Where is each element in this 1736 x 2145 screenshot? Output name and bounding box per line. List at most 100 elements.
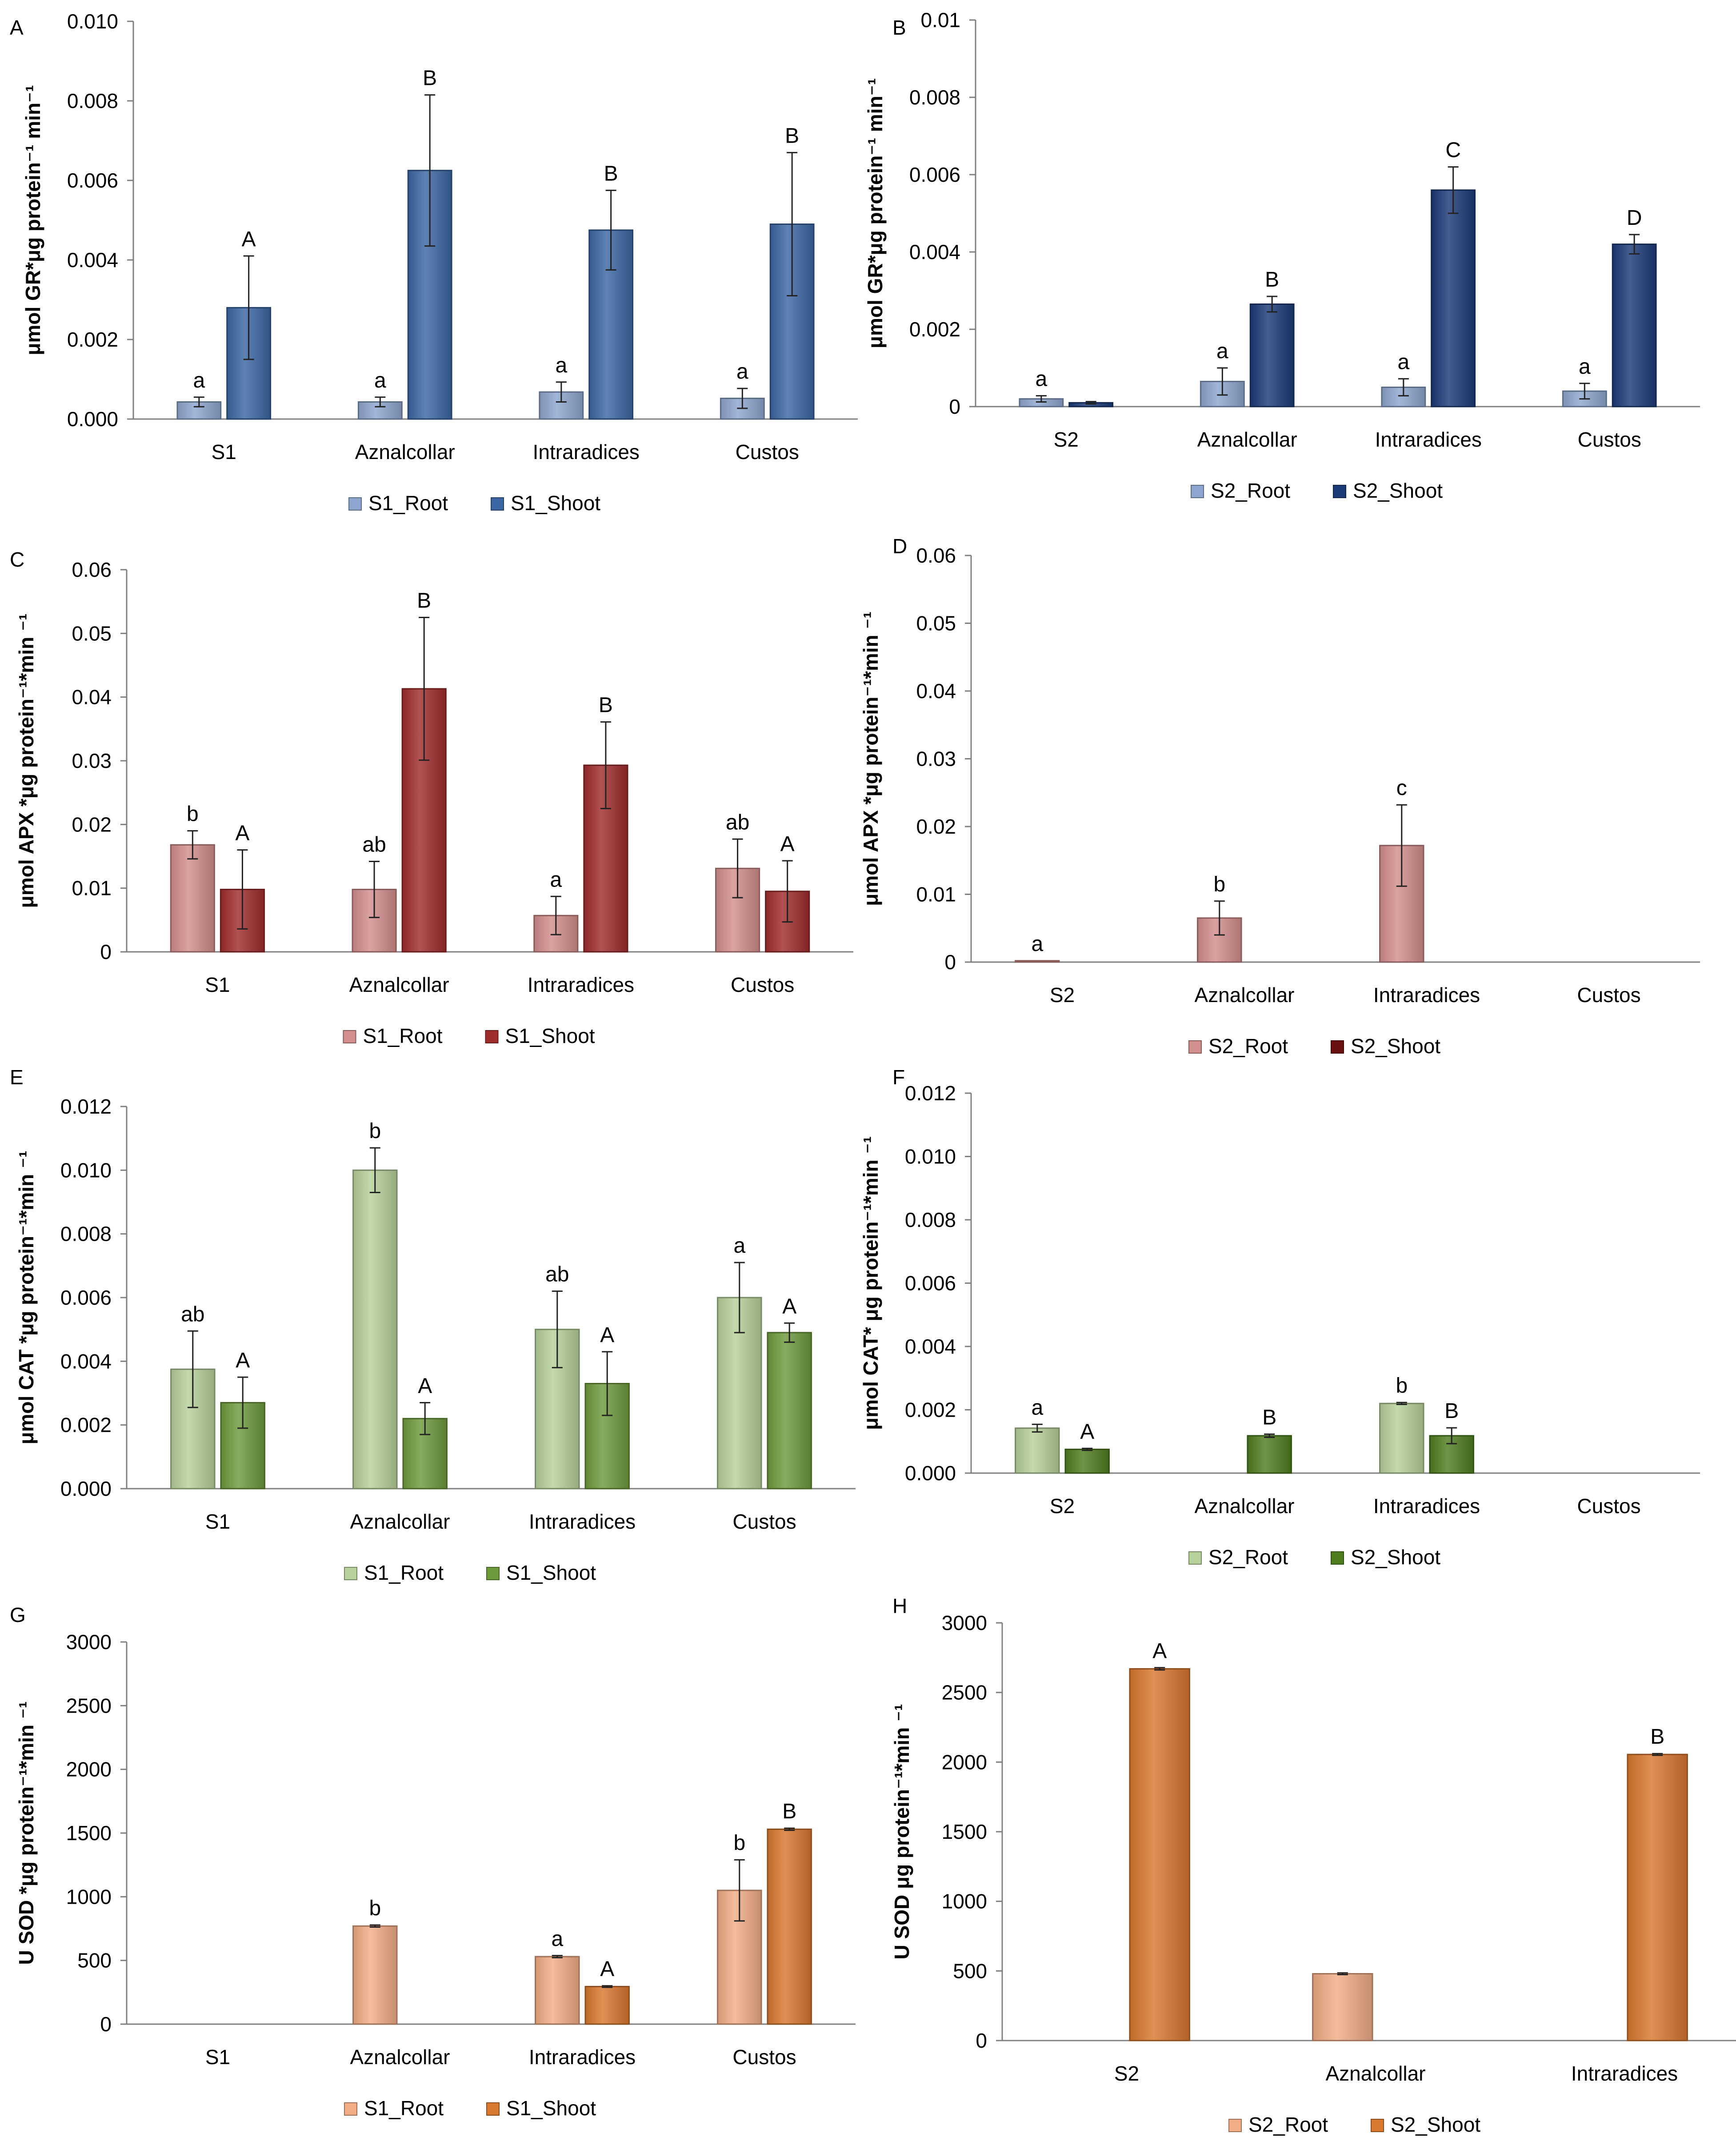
legend-swatch bbox=[491, 497, 504, 511]
legend-swatch bbox=[486, 2102, 500, 2116]
x-tick-label: S1 bbox=[205, 2045, 230, 2069]
bar-S2_Shoot-S2 bbox=[1129, 1668, 1190, 2041]
bar-S2_Shoot-Aznalcollar bbox=[1249, 303, 1295, 407]
legend-label: S2_Shoot bbox=[1391, 2113, 1480, 2136]
x-tick-label: Aznalcollar bbox=[355, 440, 455, 463]
legend-swatch bbox=[344, 2102, 357, 2116]
significance-letter: D bbox=[1627, 206, 1642, 230]
bar-S2_Shoot-S2 bbox=[1064, 1449, 1110, 1474]
significance-letter: a bbox=[555, 354, 567, 377]
y-tick-label: 0.006 bbox=[60, 1286, 112, 1309]
bar-S1_Root-S1 bbox=[170, 844, 215, 953]
legend-swatch bbox=[1228, 2119, 1242, 2132]
x-tick-label: S2 bbox=[1050, 1494, 1075, 1518]
x-tick-label: Intraradices bbox=[1375, 428, 1482, 451]
panel-letter: E bbox=[10, 1066, 24, 1089]
x-tick-label: Intraradices bbox=[1571, 2062, 1678, 2085]
y-tick-label: 0.004 bbox=[905, 1335, 956, 1358]
legend-swatch bbox=[344, 1567, 357, 1580]
panel-letter: A bbox=[10, 16, 24, 39]
significance-letter: C bbox=[1445, 139, 1461, 162]
legend-label: S2_Root bbox=[1211, 479, 1290, 502]
significance-letter: ab bbox=[726, 811, 749, 834]
chart-panel-D: D 0 0.01 0.02 0.03 0.04 0.05 0.06 μmol APX *μg p… bbox=[859, 535, 1700, 1058]
y-axis-label: μmol GR*μg protein⁻¹ min⁻¹ bbox=[21, 85, 44, 355]
y-tick-label: 3000 bbox=[66, 1630, 112, 1654]
y-tick-label: 0.008 bbox=[60, 1222, 112, 1246]
y-tick-label: 0.06 bbox=[72, 558, 112, 581]
y-axis-label: U SOD μg protein⁻¹*min ⁻¹ bbox=[890, 1704, 913, 1959]
significance-letter: a bbox=[1031, 932, 1043, 956]
y-tick-label: 0.008 bbox=[909, 86, 960, 109]
y-tick-label: 0.002 bbox=[67, 328, 118, 351]
significance-letter: a bbox=[550, 868, 562, 891]
x-tick-label: Aznalcollar bbox=[1195, 1494, 1295, 1518]
x-tick-label: Custos bbox=[736, 440, 799, 463]
legend-label: S1_Root bbox=[364, 2097, 444, 2120]
legend-label: S2_Shoot bbox=[1351, 1546, 1440, 1569]
y-tick-label: 0.006 bbox=[67, 169, 118, 192]
significance-letter: B bbox=[1444, 1399, 1459, 1423]
y-tick-label: 0.004 bbox=[60, 1350, 112, 1373]
x-tick-label: Aznalcollar bbox=[350, 1510, 450, 1533]
legend-label: S2_Root bbox=[1208, 1546, 1288, 1569]
significance-letter: b bbox=[1213, 873, 1225, 896]
significance-letter: a bbox=[1035, 367, 1047, 391]
y-tick-label: 0.002 bbox=[60, 1414, 112, 1437]
y-tick-label: 0.02 bbox=[72, 813, 112, 836]
panel-letter: C bbox=[10, 548, 24, 571]
y-tick-label: 0.004 bbox=[67, 248, 118, 272]
y-tick-label: 0 bbox=[949, 395, 960, 418]
significance-letter: B bbox=[1265, 268, 1279, 292]
significance-letter: B bbox=[599, 694, 613, 717]
panel-letter: D bbox=[892, 535, 907, 558]
legend-label: S1_Root bbox=[363, 1024, 443, 1047]
x-tick-label: Intraradices bbox=[1373, 1494, 1480, 1518]
x-tick-label: Intraradices bbox=[529, 2045, 636, 2069]
y-tick-label: 0.012 bbox=[60, 1095, 112, 1118]
bar-S1_Root-Intraradices bbox=[539, 391, 584, 420]
significance-letter: A bbox=[600, 1957, 614, 1981]
y-tick-label: 0 bbox=[976, 2029, 987, 2052]
legend-swatch bbox=[486, 1567, 500, 1580]
legend-label: S1_Root bbox=[364, 1561, 444, 1584]
x-tick-label: S1 bbox=[205, 1510, 230, 1533]
significance-letter: A bbox=[242, 228, 256, 251]
panel-letter: G bbox=[10, 1603, 26, 1626]
y-tick-label: 500 bbox=[953, 1959, 987, 1982]
significance-letter: b bbox=[369, 1119, 381, 1143]
x-tick-label: S1 bbox=[205, 973, 230, 996]
bar-S1_Root-Aznalcollar bbox=[357, 401, 403, 420]
y-tick-label: 3000 bbox=[942, 1611, 987, 1634]
significance-letter: B bbox=[1650, 1725, 1664, 1749]
x-tick-label: Aznalcollar bbox=[349, 973, 449, 996]
legend-label: S1_Shoot bbox=[506, 1561, 596, 1584]
y-tick-label: 0.006 bbox=[909, 163, 960, 186]
y-tick-label: 0.02 bbox=[916, 815, 956, 838]
bar-S1_Root-Aznalcollar bbox=[352, 1169, 398, 1490]
significance-letter: ab bbox=[545, 1263, 569, 1286]
bar-S1_Shoot-Custos bbox=[767, 1828, 812, 2025]
x-tick-label: Custos bbox=[732, 1510, 796, 1533]
significance-letter: A bbox=[236, 1349, 250, 1372]
significance-letter: a bbox=[1579, 355, 1591, 379]
y-tick-label: 2500 bbox=[942, 1681, 987, 1704]
significance-letter: b bbox=[187, 803, 199, 826]
x-tick-label: Intraradices bbox=[533, 440, 640, 463]
x-tick-label: Aznalcollar bbox=[1326, 2062, 1426, 2085]
chart-panel-A: A 0.000 0.002 0.004 0.006 0.008 0.010 μmol GR*μ… bbox=[10, 10, 858, 515]
y-tick-label: 1500 bbox=[942, 1820, 987, 1843]
x-tick-label: S1 bbox=[212, 440, 236, 463]
x-tick-label: Intraradices bbox=[528, 973, 634, 996]
y-tick-label: 0.000 bbox=[67, 407, 118, 431]
bar-S1_Shoot-Intraradices bbox=[584, 1985, 630, 2025]
x-tick-label: Aznalcollar bbox=[1197, 428, 1297, 451]
y-axis-label: μmol APX *μg protein⁻¹*min ⁻¹ bbox=[15, 614, 38, 908]
chart-panel-B: B 0 0.002 0.004 0.006 0.008 0.01 μmol GR*μg pro… bbox=[864, 8, 1700, 502]
y-tick-label: 0.05 bbox=[72, 622, 112, 645]
chart-panel-G: G 0 500 1000 1500 2000 2500 3000 U SOD *μg prote… bbox=[10, 1603, 856, 2120]
legend-label: S1_Shoot bbox=[511, 491, 600, 515]
y-tick-label: 0.05 bbox=[916, 612, 956, 635]
significance-letter: a bbox=[1397, 350, 1409, 374]
x-tick-label: Custos bbox=[732, 2045, 796, 2069]
